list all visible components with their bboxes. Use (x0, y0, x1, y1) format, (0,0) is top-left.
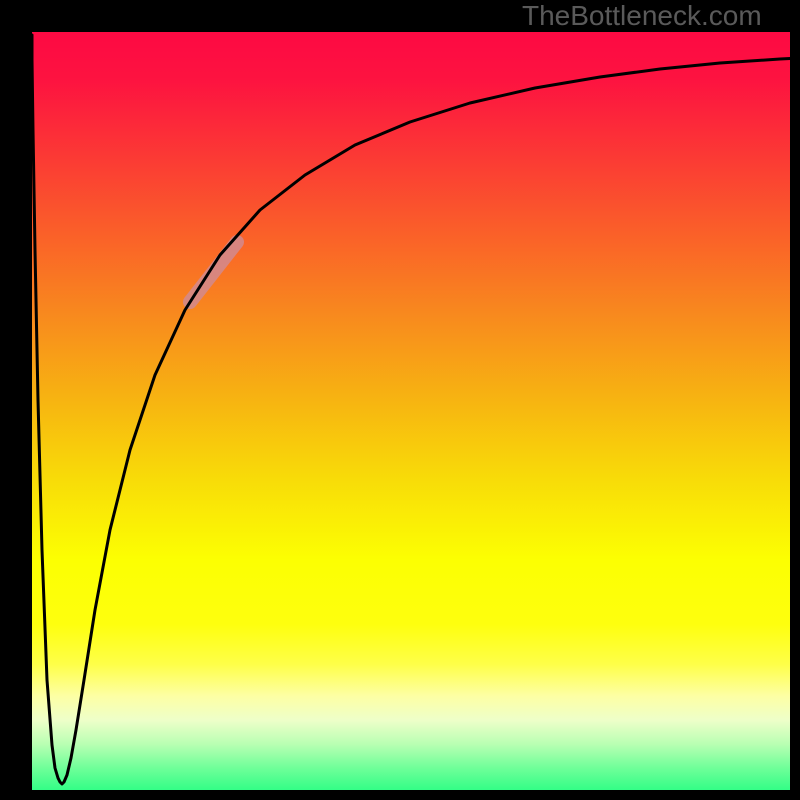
border-left (0, 0, 32, 800)
chart-container: TheBottleneck.com (0, 0, 800, 800)
gradient-background (0, 0, 800, 800)
border-bottom (0, 790, 800, 800)
border-right (790, 0, 800, 800)
watermark-text: TheBottleneck.com (522, 0, 762, 32)
